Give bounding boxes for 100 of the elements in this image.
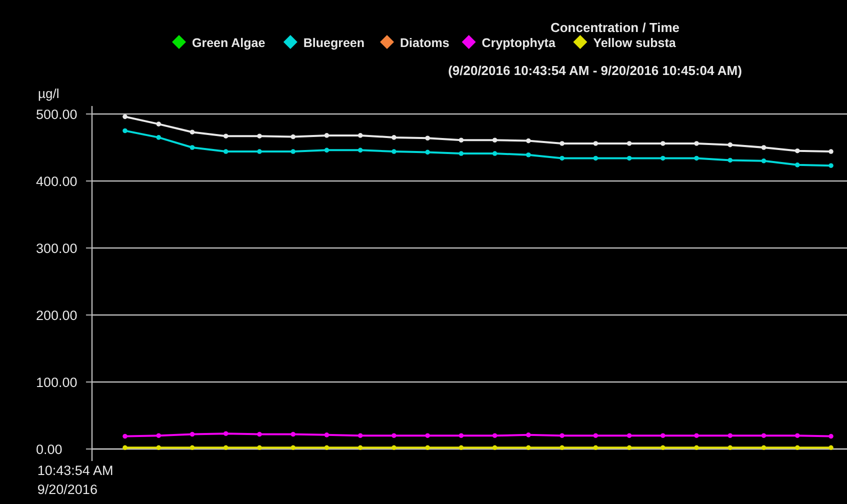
point	[593, 433, 598, 438]
point	[392, 433, 396, 438]
point	[425, 433, 430, 438]
point	[290, 149, 296, 154]
y-tick-label: 200.00	[36, 308, 78, 323]
point	[560, 141, 564, 146]
point	[728, 445, 733, 450]
point	[122, 434, 128, 439]
point	[626, 445, 632, 450]
point	[358, 148, 363, 153]
point	[660, 156, 666, 161]
x-tick-label: 10:43:54 AM 9/20/2016	[37, 463, 114, 497]
point	[358, 133, 363, 138]
point	[392, 135, 396, 140]
y-tick-label: 0.00	[36, 442, 62, 457]
point	[794, 445, 800, 450]
point	[626, 156, 632, 161]
chart-title: Concentration / Time	[550, 20, 680, 35]
point	[626, 433, 632, 438]
point	[593, 141, 598, 146]
point	[694, 156, 699, 161]
point	[694, 445, 699, 450]
point	[526, 138, 531, 144]
legend-label: Cryptophyta	[482, 36, 556, 50]
point	[223, 445, 228, 450]
legend-label: Diatoms	[400, 36, 450, 50]
point	[761, 145, 766, 150]
point	[828, 163, 834, 168]
point	[492, 138, 498, 143]
point	[828, 445, 834, 450]
point	[794, 148, 800, 154]
point	[458, 151, 464, 156]
point	[324, 148, 330, 153]
point	[122, 114, 128, 120]
point	[560, 433, 564, 438]
point	[526, 445, 531, 450]
point	[122, 128, 128, 134]
point	[190, 130, 195, 134]
y-tick-label: 500.00	[36, 107, 78, 122]
point	[560, 445, 564, 450]
legend-label: Yellow substa	[593, 36, 677, 50]
point	[660, 141, 666, 146]
point	[593, 156, 598, 161]
point	[425, 136, 430, 141]
point	[593, 445, 598, 450]
point	[324, 133, 330, 138]
point	[257, 149, 262, 154]
point	[794, 433, 800, 438]
point	[694, 141, 699, 146]
point	[290, 134, 296, 140]
point	[828, 434, 834, 439]
point	[257, 445, 262, 450]
point	[324, 445, 330, 450]
point	[425, 150, 430, 155]
point	[392, 149, 396, 154]
point	[190, 432, 195, 437]
point	[560, 156, 564, 161]
point	[156, 433, 162, 438]
point	[492, 445, 498, 450]
point	[324, 432, 330, 438]
point	[257, 134, 262, 139]
point	[392, 445, 396, 450]
point	[492, 433, 498, 438]
y-axis-title: µg/l	[38, 86, 60, 101]
point	[458, 138, 464, 143]
point	[358, 445, 363, 450]
point	[458, 433, 464, 438]
point	[223, 149, 228, 154]
point	[257, 432, 262, 437]
point	[761, 433, 766, 438]
point	[358, 433, 363, 438]
legend-label: Green Algae	[192, 36, 266, 50]
point	[156, 122, 162, 126]
point	[626, 141, 632, 146]
point	[761, 445, 766, 450]
point	[290, 432, 296, 437]
point	[828, 149, 834, 154]
point	[156, 445, 162, 450]
point	[794, 162, 800, 168]
point	[223, 134, 228, 139]
legend-label: Bluegreen	[303, 36, 365, 50]
point	[458, 445, 464, 450]
y-tick-label: 100.00	[36, 375, 78, 390]
point	[492, 151, 498, 156]
y-tick-label: 300.00	[36, 241, 78, 256]
point	[190, 145, 195, 150]
point	[728, 158, 733, 163]
point	[190, 445, 195, 450]
point	[660, 445, 666, 450]
point	[728, 142, 733, 148]
point	[526, 152, 531, 158]
point	[290, 445, 296, 450]
y-tick-label: 400.00	[36, 174, 78, 189]
point	[761, 158, 766, 164]
chart-subtitle: (9/20/2016 10:43:54 AM - 9/20/2016 10:45:04 AM)	[448, 63, 742, 78]
point	[694, 433, 699, 438]
point	[728, 433, 733, 438]
point	[156, 135, 162, 140]
point	[526, 432, 531, 438]
point	[425, 445, 430, 450]
